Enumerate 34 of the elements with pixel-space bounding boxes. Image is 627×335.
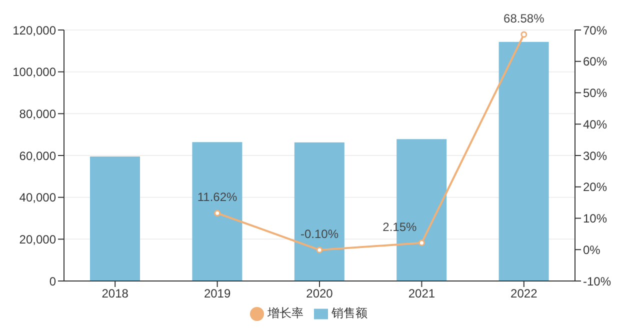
y-tick-label: 120,000 <box>12 23 56 38</box>
y-tick-label: 0 <box>49 274 56 288</box>
bar <box>192 142 242 281</box>
y2-tick-label: 40% <box>583 117 608 132</box>
y2-tick-label: 60% <box>583 54 608 69</box>
y-tick-label: 100,000 <box>12 65 56 80</box>
y2-tick-label: 30% <box>583 148 608 163</box>
legend-label: 销售额 <box>332 306 368 320</box>
y-tick-label: 20,000 <box>19 232 56 246</box>
bar <box>498 42 549 281</box>
point <box>418 240 425 246</box>
y2-tick-label: 20% <box>583 180 608 194</box>
y2-tick-label: 10% <box>583 212 608 226</box>
x-tick-label: 2020 <box>306 286 334 301</box>
data-label: 11.62% <box>197 190 238 204</box>
data-label: -0.10% <box>300 226 339 241</box>
y-tick-label: 40,000 <box>19 190 56 205</box>
x-tick-label: 2018 <box>102 286 129 301</box>
x-tick-label: 2022 <box>510 286 538 301</box>
point <box>316 246 323 254</box>
point <box>214 210 221 216</box>
y-tick-label: 60,000 <box>19 148 56 163</box>
y2-tick-label: 70% <box>583 23 608 38</box>
y2-tick-label: 50% <box>583 86 608 100</box>
point <box>520 31 528 38</box>
y2-tick-label: -10% <box>583 274 612 288</box>
y2-tick-label: 0% <box>583 242 601 257</box>
bar <box>90 156 140 281</box>
y-tick-label: 80,000 <box>19 106 56 121</box>
x-tick-label: 2021 <box>408 286 436 301</box>
bar <box>294 142 344 281</box>
x-tick-label: 2019 <box>204 286 231 301</box>
legend-label: 增长率 <box>268 306 304 320</box>
data-label: 68.58% <box>504 11 545 26</box>
